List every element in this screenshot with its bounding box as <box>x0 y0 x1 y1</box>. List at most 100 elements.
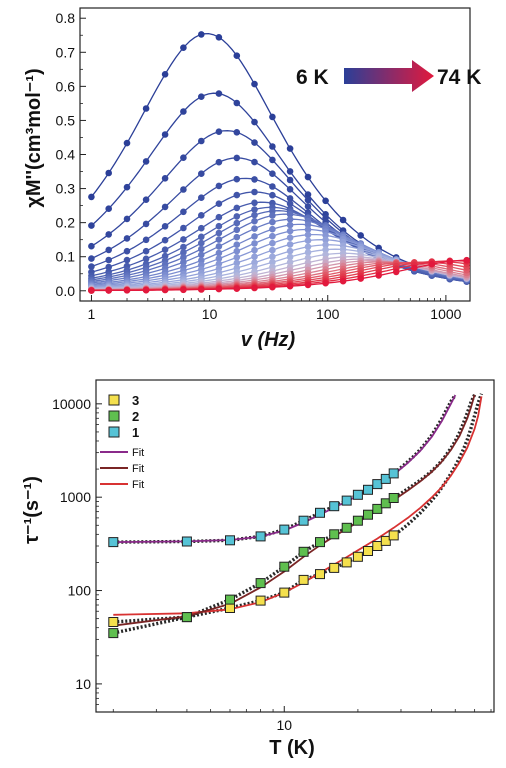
top-data-point <box>233 204 241 212</box>
bottom-data-point <box>255 531 266 542</box>
bottom-series <box>108 493 399 639</box>
top-data-point <box>233 241 241 248</box>
top-data-point <box>215 182 223 190</box>
bottom-x-tick-label: 10 <box>276 717 292 733</box>
top-data-point <box>215 222 223 230</box>
top-series-fit-line <box>91 210 467 281</box>
bottom-data-point <box>363 509 373 520</box>
top-data-point <box>286 168 294 175</box>
top-data-point <box>180 243 187 251</box>
top-data-point <box>161 131 169 138</box>
top-data-point <box>251 240 258 247</box>
top-y-tick-label: 0.3 <box>56 181 76 197</box>
bottom-y-tick-label: 100 <box>68 583 92 599</box>
legend-label: Fit <box>132 463 144 475</box>
top-data-point <box>322 279 329 287</box>
top-data-point <box>198 224 205 232</box>
top-data-point <box>251 253 258 260</box>
bottom-data-point <box>255 578 266 589</box>
top-data-point <box>286 186 294 193</box>
top-data-point <box>233 175 241 183</box>
top-data-point <box>251 259 258 266</box>
bottom-data-point <box>388 468 399 479</box>
bottom-fit-line <box>113 394 476 627</box>
top-data-point <box>251 206 258 213</box>
top-data-point <box>142 220 150 228</box>
top-data-point <box>251 233 258 240</box>
top-data-point <box>123 215 131 223</box>
top-data-point <box>233 191 241 199</box>
top-data-point <box>269 239 276 247</box>
top-data-point <box>304 237 312 244</box>
bottom-data-point <box>181 612 192 623</box>
bottom-data-point <box>315 507 325 518</box>
top-data-point <box>161 203 169 211</box>
top-data-point <box>286 247 294 255</box>
top-data-point <box>233 52 241 59</box>
top-data-point <box>233 253 241 261</box>
top-data-point <box>251 211 258 219</box>
top-data-point <box>180 254 187 261</box>
top-data-point <box>88 263 95 270</box>
bottom-data-point <box>388 493 399 503</box>
top-data-point <box>286 216 294 223</box>
top-data-point <box>286 253 294 261</box>
top-y-tick-label: 0.8 <box>56 10 76 26</box>
top-data-point <box>105 287 112 294</box>
top-data-point <box>180 186 187 193</box>
top-data-point <box>269 232 276 240</box>
legend-marker-icon <box>108 394 120 406</box>
bottom-data-point <box>352 489 363 500</box>
top-data-point <box>251 188 258 196</box>
bottom-data-point <box>255 595 266 606</box>
bottom-data-point <box>225 594 235 605</box>
top-data-point <box>198 245 205 253</box>
bottom-data-point <box>298 574 309 585</box>
ac-susceptibility-chart: 1 10 100 1000 0.0 0.1 0.2 0.3 0.4 0.5 0.6 0.7 0.8 v … <box>23 7 481 351</box>
top-data-point <box>322 246 329 253</box>
top-data-point <box>161 175 169 182</box>
top-x-axis-label: v (Hz) <box>241 329 296 351</box>
top-data-point <box>322 236 329 244</box>
top-data-point <box>88 287 95 294</box>
top-data-point <box>357 232 365 239</box>
top-data-point <box>375 272 383 279</box>
top-data-point <box>142 158 150 165</box>
bottom-data-point <box>315 537 325 548</box>
top-data-point <box>198 239 205 247</box>
bottom-data-point <box>329 562 340 573</box>
bottom-data-point <box>372 503 383 514</box>
top-axis-ticks: 1 10 100 1000 0.0 0.1 0.2 0.3 0.4 0.5 0.6 0.7 0.8 <box>56 10 462 322</box>
top-data-point <box>251 217 258 225</box>
bottom-fit-line <box>113 396 483 616</box>
bottom-series <box>108 468 399 548</box>
top-data-point <box>233 99 241 107</box>
top-data-point <box>286 211 294 218</box>
top-data-point <box>233 259 241 267</box>
top-data-point <box>269 225 276 233</box>
top-data-point <box>123 139 131 147</box>
top-data-point <box>269 113 276 121</box>
top-data-point <box>142 247 150 255</box>
top-data-point <box>357 275 365 282</box>
legend-entry: 1 <box>108 425 139 440</box>
bottom-y-tick-label: 1000 <box>60 489 91 505</box>
bottom-series-group <box>108 468 399 639</box>
top-data-point <box>286 241 294 248</box>
top-data-point <box>286 145 294 152</box>
top-data-point <box>215 128 223 135</box>
top-data-point <box>233 213 241 220</box>
top-data-point <box>304 254 312 262</box>
top-data-point <box>215 260 223 268</box>
top-data-point <box>304 196 312 204</box>
bottom-data-point <box>341 522 352 533</box>
bottom-series <box>108 530 399 627</box>
top-data-point <box>286 200 294 207</box>
bottom-y-axis-label: τ⁻¹(s⁻¹) <box>21 476 43 544</box>
top-data-point <box>322 197 329 205</box>
top-data-point <box>269 191 276 199</box>
top-data-point <box>233 154 241 162</box>
top-data-point <box>304 221 312 229</box>
top-data-point <box>88 222 95 229</box>
top-data-point <box>142 105 150 112</box>
